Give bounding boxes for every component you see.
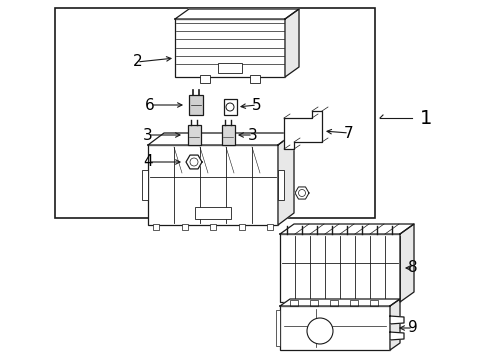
Text: 2: 2 — [132, 54, 142, 69]
Polygon shape — [185, 155, 202, 169]
Text: 3: 3 — [247, 127, 257, 143]
Bar — [280, 306, 389, 350]
Bar — [266, 224, 272, 230]
Bar — [148, 145, 278, 225]
Text: 8: 8 — [407, 261, 417, 275]
Polygon shape — [175, 9, 298, 19]
Bar — [369, 300, 377, 306]
Bar — [309, 300, 317, 306]
Text: 9: 9 — [407, 320, 417, 336]
Polygon shape — [148, 133, 293, 145]
Circle shape — [190, 158, 198, 166]
Bar — [224, 99, 237, 115]
Circle shape — [306, 318, 332, 344]
Bar — [329, 300, 337, 306]
Text: 3: 3 — [143, 127, 153, 143]
Text: 4: 4 — [143, 154, 153, 170]
Bar — [187, 125, 201, 145]
Bar — [200, 75, 209, 83]
Bar — [280, 234, 399, 302]
Polygon shape — [284, 111, 321, 149]
Bar — [189, 95, 203, 115]
Polygon shape — [399, 224, 413, 302]
Polygon shape — [294, 187, 308, 199]
Text: 7: 7 — [343, 126, 353, 140]
Polygon shape — [280, 224, 413, 234]
Bar — [175, 19, 285, 77]
Bar — [278, 170, 284, 200]
Bar — [222, 125, 235, 145]
Text: 6: 6 — [145, 98, 155, 112]
Bar — [209, 224, 216, 230]
Text: 5: 5 — [251, 98, 261, 112]
Bar — [181, 224, 187, 230]
Bar — [238, 224, 244, 230]
Bar — [195, 207, 230, 219]
Bar — [275, 310, 280, 346]
Bar — [55, 8, 374, 218]
Circle shape — [225, 103, 234, 111]
Polygon shape — [280, 299, 399, 306]
Bar — [249, 75, 260, 83]
Bar — [349, 300, 357, 306]
Text: 1: 1 — [419, 108, 431, 127]
Polygon shape — [389, 332, 403, 340]
Bar — [218, 63, 242, 73]
Polygon shape — [278, 133, 293, 225]
Bar — [153, 224, 159, 230]
Bar — [142, 170, 148, 200]
Bar — [289, 300, 297, 306]
Polygon shape — [389, 316, 403, 324]
Polygon shape — [285, 9, 298, 77]
Circle shape — [298, 189, 305, 197]
Polygon shape — [389, 299, 399, 350]
